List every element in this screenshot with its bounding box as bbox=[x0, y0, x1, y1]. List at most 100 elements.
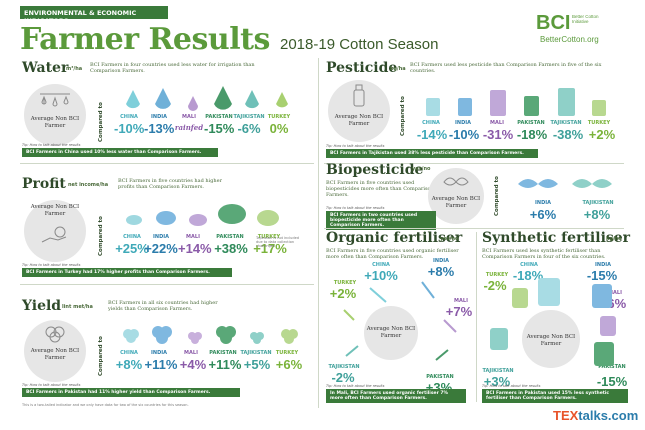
biopesticide-result: BCI Farmers in two countries used biopes… bbox=[326, 211, 436, 230]
organic-avg-label: Average Non BCI Farmer bbox=[366, 326, 416, 339]
synthetic-country-mali: MALI bbox=[608, 290, 622, 296]
cotton-boll-icon bbox=[45, 326, 65, 343]
synthetic-value-pakistan: -15% bbox=[596, 374, 628, 389]
organic-country-mali: MALI bbox=[454, 298, 468, 304]
organic-value-tajikistan: -2% bbox=[331, 370, 355, 385]
water-tip: Tip: How to talk about the results bbox=[22, 143, 81, 147]
synthetic-value-india: -15% bbox=[586, 268, 618, 283]
pesticide-country-china: CHINA bbox=[422, 120, 440, 126]
boll-tajikistan-icon bbox=[250, 332, 264, 344]
pesticide-country-india: INDIA bbox=[455, 120, 471, 126]
bag-china-icon bbox=[538, 278, 560, 306]
bottle-tajikistan-icon bbox=[558, 88, 575, 116]
yield-tip: Tip: How to talk about the results bbox=[22, 383, 81, 387]
boll-china-icon bbox=[123, 329, 139, 343]
water-country-turkey: TURKEY bbox=[267, 114, 291, 120]
yield-result: BCI Farmers in Pakistan had 11% higher y… bbox=[22, 388, 240, 397]
coin-india-icon bbox=[156, 211, 176, 225]
water-value-turkey: 0% bbox=[269, 121, 289, 136]
profit-value-china: +25% bbox=[115, 241, 149, 256]
yield-bolls bbox=[123, 326, 298, 344]
profit-tip: Tip: How to talk about the results bbox=[22, 263, 81, 267]
leaf-tajikistan-icon bbox=[572, 179, 612, 188]
boll-pakistan-icon bbox=[216, 326, 236, 344]
organic-country-turkey: TURKEY bbox=[333, 280, 357, 286]
boll-turkey-icon bbox=[281, 329, 298, 344]
bottle-mali-icon bbox=[490, 90, 506, 116]
drop-pakistan-icon bbox=[214, 86, 232, 110]
synthetic-title: Synthetic fertiliser bbox=[482, 230, 631, 246]
organic-unit: yes/no bbox=[440, 236, 459, 242]
biopesticide-blurb: BCI Farmers in five countries used biope… bbox=[326, 180, 434, 198]
bci-logo: BCI bbox=[536, 12, 571, 34]
bag-turkey-icon bbox=[512, 288, 528, 308]
water-country-china: CHINA bbox=[120, 114, 138, 120]
profit-value-turkey: +17% bbox=[253, 241, 287, 256]
pesticide-value-pakistan: -18% bbox=[516, 127, 548, 142]
synthetic-country-turkey: TURKEY bbox=[485, 272, 509, 278]
yield-value-china: +8% bbox=[115, 357, 143, 372]
profit-value-mali: +14% bbox=[178, 241, 212, 256]
organic-value-china: +10% bbox=[364, 268, 398, 283]
water-avg-label: Average Non BCI Farmer bbox=[30, 116, 80, 129]
pesticide-bottles bbox=[426, 88, 606, 116]
water-value-pakistan: -15% bbox=[204, 121, 235, 136]
water-compared: Compared to bbox=[98, 102, 104, 142]
yield-value-mali: +4% bbox=[179, 357, 207, 372]
synthetic-country-china: CHINA bbox=[520, 262, 538, 268]
column-divider bbox=[476, 232, 477, 402]
yield-value-pakistan: +11% bbox=[208, 357, 242, 372]
pesticide-country-pakistan: PAKISTAN bbox=[517, 120, 545, 126]
water-value-china: -10% bbox=[114, 121, 145, 136]
shovel-tajikistan-icon bbox=[345, 345, 359, 357]
synthetic-unit: kg/ha bbox=[606, 236, 622, 242]
pesticide-compared: Compared to bbox=[400, 96, 406, 136]
organic-value-mali: +7% bbox=[445, 304, 473, 319]
profit-avg-label: Average Non BCI Farmer bbox=[30, 204, 80, 217]
profit-value-pakistan: +38% bbox=[214, 241, 248, 256]
textalks-watermark: TEXtalks.com bbox=[553, 408, 638, 423]
profit-unit: net income/ha bbox=[68, 182, 109, 188]
yield-value-india: +11% bbox=[144, 357, 178, 372]
pesticide-value-turkey: +2% bbox=[588, 127, 616, 142]
divider bbox=[324, 228, 624, 229]
watermark-tex: TEX bbox=[553, 408, 579, 423]
pesticide-tip: Tip: How to talk about the results bbox=[326, 144, 385, 148]
profit-compared: Compared to bbox=[98, 216, 104, 256]
pesticide-title: Pesticide bbox=[326, 60, 398, 76]
organic-avg-circle bbox=[364, 306, 418, 360]
synthetic-country-pakistan: PAKISTAN bbox=[598, 364, 626, 370]
coin-turkey-icon bbox=[257, 210, 279, 226]
organic-tip: Tip: How to talk about the results bbox=[326, 384, 385, 388]
pesticide-avg-label: Average Non BCI Farmer bbox=[334, 114, 384, 127]
pesticide-country-tajikistan: TAJIKISTAN bbox=[550, 120, 582, 126]
pesticide-bottle-icon bbox=[353, 84, 365, 107]
watermark-talks: talks.com bbox=[578, 408, 639, 423]
leaf-india-icon bbox=[518, 179, 558, 188]
yield-avg-circle bbox=[24, 320, 86, 382]
pesticide-result: BCI Farmers in Tajikistan used 38% less … bbox=[326, 149, 538, 158]
profit-coins bbox=[126, 204, 279, 226]
shovel-mali-icon bbox=[443, 319, 457, 333]
water-country-mali: MALI bbox=[182, 114, 196, 120]
drop-tajikistan-icon bbox=[245, 90, 259, 109]
synthetic-value-turkey: -2% bbox=[483, 278, 507, 293]
divider bbox=[20, 163, 314, 164]
bag-pakistan-icon bbox=[594, 342, 614, 366]
yield-footnote: This is a two-tailed indicator and we on… bbox=[22, 403, 189, 407]
season-subtitle: 2018-19 Cotton Season bbox=[280, 36, 439, 53]
shovel-turkey-icon bbox=[343, 309, 355, 321]
water-value-mali: rainfed bbox=[174, 123, 204, 132]
profit-country-india: INDIA bbox=[153, 234, 169, 240]
profit-blurb: BCI Farmers in five countries had higher… bbox=[118, 178, 222, 190]
biopesticide-avg-circle bbox=[428, 168, 484, 224]
profit-country-pakistan: PAKISTAN bbox=[216, 234, 244, 240]
synthetic-country-tajikistan: TAJIKISTAN bbox=[482, 368, 514, 374]
organic-result: In Mali, BCI Farmers used organic fertil… bbox=[326, 389, 466, 403]
yield-value-turkey: +6% bbox=[275, 357, 303, 372]
water-unit: m³/ha bbox=[66, 66, 83, 72]
bottle-india-icon bbox=[458, 98, 472, 116]
bottle-turkey-icon bbox=[592, 100, 606, 116]
pesticide-blurb: BCI Farmers used less pesticide than Com… bbox=[410, 62, 602, 74]
page-title: Farmer Results bbox=[20, 22, 270, 57]
